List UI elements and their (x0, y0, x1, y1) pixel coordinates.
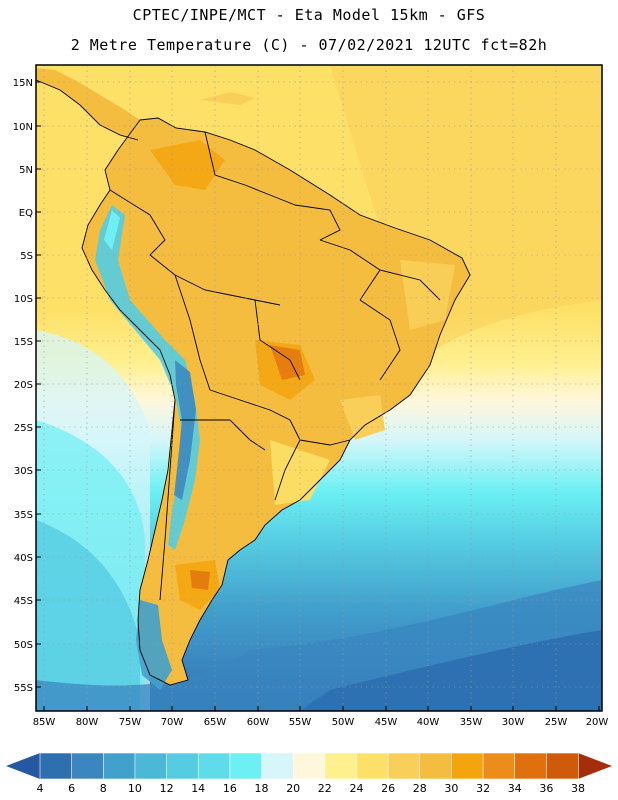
graticule (36, 65, 602, 711)
colorbar-label: 16 (222, 782, 237, 795)
colorbar-label: 6 (68, 782, 76, 795)
colorbar-label: 22 (317, 782, 332, 795)
colorbar-cell (546, 752, 579, 780)
lon-label: 60W (247, 717, 270, 728)
colorbar-cell (197, 752, 231, 780)
central-america (36, 68, 140, 140)
colorbar-label: 14 (191, 782, 206, 795)
lat-label: 50S (14, 640, 33, 651)
colorbar-label: 24 (349, 782, 364, 795)
colorbar-cell (71, 752, 105, 780)
title-line-2: 2 Metre Temperature (C) - 07/02/2021 12U… (70, 36, 548, 54)
colorbar-label: 30 (444, 782, 459, 795)
lat-label: 35S (14, 510, 33, 521)
colorbar-cell (419, 752, 453, 780)
lat-label: 10S (14, 294, 33, 305)
colorbar-cell (387, 752, 421, 780)
lat-label: 5S (20, 251, 33, 262)
colorbar-label: 36 (539, 782, 554, 795)
lon-label: 20W (586, 717, 609, 728)
lon-label: 45W (375, 717, 398, 728)
lon-label: 40W (417, 717, 440, 728)
colorbar-cell (292, 752, 326, 780)
longitude-labels: 85W 80W 75W 70W 65W 60W 55W 50W 45W 40W … (33, 717, 609, 728)
lat-label: 15N (13, 78, 33, 89)
continent-south-america (82, 118, 470, 685)
latitude-labels: 15N 10N 5N EQ 5S 10S 15S 20S 25S 30S 35S… (13, 78, 33, 694)
colorbar-cell (514, 752, 548, 780)
colorbar-label: 18 (254, 782, 269, 795)
colorbar-cell (166, 752, 200, 780)
colorbar-high-arrow (578, 753, 612, 779)
lat-label: 5N (19, 165, 33, 176)
lat-label: 40S (14, 553, 33, 564)
lon-label: 50W (332, 717, 355, 728)
lon-label: 80W (76, 717, 99, 728)
lat-label: 20S (14, 380, 33, 391)
colorbar-cell (229, 752, 263, 780)
lon-label: 65W (204, 717, 227, 728)
lat-label: 10N (13, 122, 33, 133)
colorbar-cell (451, 752, 484, 780)
colorbar-cell (102, 752, 136, 780)
colorbar-cell (482, 752, 516, 780)
colorbar-label: 4 (36, 782, 44, 795)
map-field (36, 65, 602, 711)
colorbar-label: 32 (476, 782, 491, 795)
lon-label: 75W (119, 717, 142, 728)
colorbar-label: 38 (571, 782, 585, 795)
axis-ticks (36, 81, 600, 711)
colorbar-label: 10 (127, 782, 142, 795)
colorbar-label: 12 (159, 782, 174, 795)
colorbar-label: 20 (286, 782, 301, 795)
colorbar (6, 752, 612, 780)
map-frame (35, 64, 603, 712)
colorbar-label: 8 (99, 782, 107, 795)
colorbar-label: 34 (507, 782, 522, 795)
colorbar-cell (356, 752, 389, 780)
lon-label: 30W (502, 717, 525, 728)
colorbar-cell (134, 752, 168, 780)
colorbar-label: 26 (381, 782, 396, 795)
lat-label: 45S (14, 596, 33, 607)
lat-label: 30S (14, 466, 33, 477)
colorbar-cell (324, 752, 358, 780)
lat-label: 15S (14, 337, 33, 348)
lon-label: 70W (161, 717, 184, 728)
colorbar-low-arrow (6, 753, 40, 779)
title-line-1: CPTEC/INPE/MCT - Eta Model 15km - GFS (132, 6, 486, 24)
colorbar-label: 28 (412, 782, 427, 795)
country-borders (36, 79, 471, 686)
lon-label: 25W (545, 717, 568, 728)
colorbar-cell (39, 752, 73, 780)
lat-label: EQ (19, 208, 33, 219)
lon-label: 35W (460, 717, 483, 728)
lon-label: 85W (33, 717, 56, 728)
lat-label: 55S (14, 683, 33, 694)
colorbar-cell (261, 752, 294, 780)
lon-label: 55W (289, 717, 312, 728)
lat-label: 25S (14, 423, 33, 434)
